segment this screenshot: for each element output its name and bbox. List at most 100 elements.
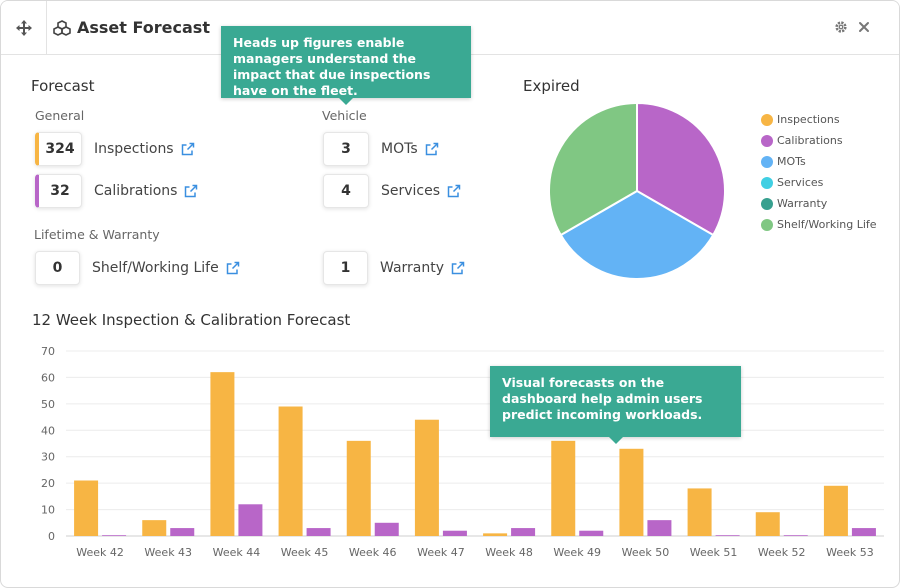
x-tick-label: Week 49 — [553, 546, 601, 559]
close-icon[interactable] — [856, 19, 872, 35]
x-tick-label: Week 52 — [758, 546, 806, 559]
x-tick-label: Week 47 — [417, 546, 465, 559]
legend-item-warranty[interactable]: Warranty — [761, 193, 877, 214]
bar-inspections-week-45[interactable] — [278, 406, 303, 537]
bar-calibrations-week-52[interactable] — [783, 535, 808, 536]
stat-label-mots: MOTs — [381, 141, 418, 157]
x-tick-label: Week 45 — [281, 546, 329, 559]
bar-calibrations-week-44[interactable] — [238, 504, 263, 536]
x-tick-label: Week 43 — [144, 546, 192, 559]
stat-label-inspections: Inspections — [94, 141, 174, 157]
y-tick-label: 10 — [41, 504, 55, 517]
legend-swatch — [761, 134, 773, 147]
callout-visual-forecasts: Visual forecasts on the dashboard help a… — [490, 366, 741, 444]
y-tick-label: 50 — [41, 398, 55, 411]
stat-services: 4 Services — [323, 173, 461, 209]
stat-value-mots: 3 — [323, 132, 369, 166]
stat-value-services: 4 — [323, 174, 369, 208]
bar-inspections-week-48[interactable] — [483, 533, 508, 536]
external-link-icon[interactable] — [451, 261, 465, 275]
pie-slice-shelf-working-life[interactable] — [548, 101, 638, 237]
stat-value-warranty: 1 — [323, 251, 368, 285]
legend-item-shelf-working-life[interactable]: Shelf/Working Life — [761, 214, 877, 235]
legend-swatch — [761, 218, 773, 231]
legend-item-calibrations[interactable]: Calibrations — [761, 130, 877, 151]
external-link-icon[interactable] — [425, 142, 439, 156]
stat-label-shelf-working-life: Shelf/Working Life — [92, 260, 219, 276]
legend-label: Shelf/Working Life — [777, 218, 877, 231]
external-link-icon[interactable] — [447, 184, 461, 198]
gear-icon[interactable] — [833, 19, 849, 35]
bar-inspections-week-51[interactable] — [687, 488, 712, 536]
external-link-icon[interactable] — [181, 142, 195, 156]
bar-inspections-week-42[interactable] — [74, 480, 99, 537]
bar-inspections-week-50[interactable] — [619, 448, 644, 536]
bar-calibrations-week-48[interactable] — [511, 528, 536, 536]
x-tick-label: Week 53 — [826, 546, 874, 559]
bar-inspections-week-43[interactable] — [142, 520, 167, 536]
stat-calibrations: 32 Calibrations — [35, 173, 198, 209]
legend-item-inspections[interactable]: Inspections — [761, 109, 877, 130]
bar-calibrations-week-45[interactable] — [306, 528, 331, 536]
bar-calibrations-week-51[interactable] — [715, 535, 740, 536]
cubes-icon — [53, 19, 71, 36]
stat-value-inspections: 324 — [35, 132, 82, 166]
vehicle-label: Vehicle — [322, 108, 367, 123]
x-tick-label: Week 46 — [349, 546, 397, 559]
pie-slice-mots[interactable] — [559, 189, 715, 280]
x-tick-label: Week 50 — [622, 546, 670, 559]
bar-calibrations-week-43[interactable] — [170, 528, 195, 536]
general-label: General — [35, 108, 85, 123]
bar-chart-title: 12 Week Inspection & Calibration Forecas… — [32, 311, 351, 329]
external-link-icon[interactable] — [226, 261, 240, 275]
bar-calibrations-week-53[interactable] — [851, 528, 876, 536]
legend-label: Warranty — [777, 197, 828, 210]
stat-label-warranty: Warranty — [380, 260, 445, 276]
stat-warranty: 1 Warranty — [323, 250, 465, 286]
bar-calibrations-week-47[interactable] — [442, 530, 467, 536]
forecast-title: Forecast — [31, 77, 95, 95]
y-tick-label: 30 — [41, 451, 55, 464]
y-tick-label: 0 — [48, 530, 55, 543]
external-link-icon[interactable] — [184, 184, 198, 198]
bar-inspections-week-47[interactable] — [414, 419, 439, 536]
pie-slice-calibrations[interactable] — [636, 101, 726, 237]
expired-legend: Inspections Calibrations MOTs Services W… — [761, 109, 877, 235]
bar-inspections-week-46[interactable] — [346, 440, 371, 536]
x-tick-label: Week 42 — [76, 546, 124, 559]
x-tick-label: Week 44 — [213, 546, 261, 559]
bar-calibrations-week-46[interactable] — [374, 522, 399, 536]
legend-swatch — [761, 176, 773, 189]
legend-swatch — [761, 113, 773, 126]
x-tick-label: Week 51 — [690, 546, 738, 559]
bar-calibrations-week-50[interactable] — [647, 520, 672, 536]
y-tick-label: 40 — [41, 424, 55, 437]
legend-item-services[interactable]: Services — [761, 172, 877, 193]
legend-item-mots[interactable]: MOTs — [761, 151, 877, 172]
widget-title: Asset Forecast — [77, 18, 210, 37]
stat-mots: 3 MOTs — [323, 131, 439, 167]
bar-inspections-week-52[interactable] — [755, 512, 780, 536]
stat-value-calibrations: 32 — [35, 174, 82, 208]
expired-title: Expired — [523, 77, 580, 95]
legend-label: Services — [777, 176, 824, 189]
lifetime-warranty-label: Lifetime & Warranty — [34, 227, 160, 242]
move-icon[interactable] — [1, 1, 47, 54]
x-tick-label: Week 48 — [485, 546, 533, 559]
stat-value-shelf-working-life: 0 — [35, 251, 80, 285]
weekly-forecast-bar-chart: 0 10 20 30 40 50 60 70 Week 42 Week 43 Week 44 Week… — [41, 345, 884, 559]
bar-calibrations-week-49[interactable] — [579, 530, 604, 536]
legend-label: Calibrations — [777, 134, 843, 147]
bar-inspections-week-44[interactable] — [210, 372, 235, 536]
expired-pie-chart — [548, 101, 726, 280]
bar-calibrations-week-42[interactable] — [102, 535, 127, 536]
widget-title-group: Asset Forecast — [53, 1, 210, 54]
bar-inspections-week-53[interactable] — [823, 485, 848, 536]
y-tick-label: 70 — [41, 345, 55, 358]
stat-label-calibrations: Calibrations — [94, 183, 178, 199]
stat-label-services: Services — [381, 183, 441, 199]
legend-label: Inspections — [777, 113, 840, 126]
y-tick-label: 60 — [41, 371, 55, 384]
bar-inspections-week-49[interactable] — [551, 440, 576, 536]
